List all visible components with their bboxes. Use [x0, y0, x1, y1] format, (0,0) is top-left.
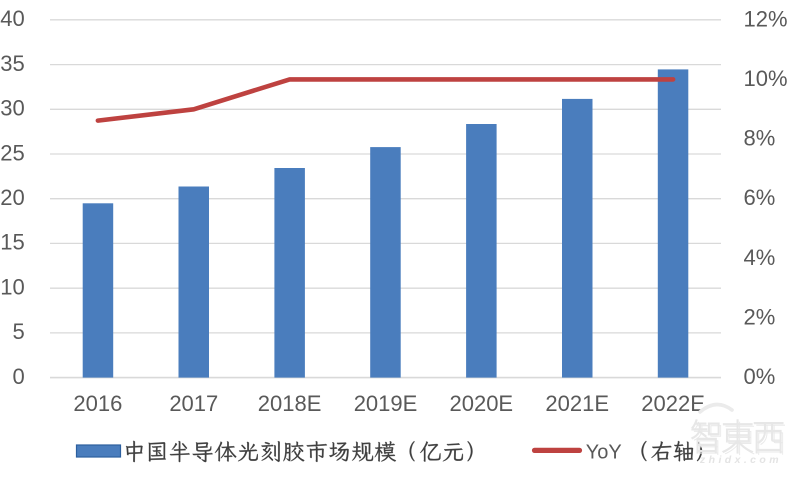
svg-text:2020E: 2020E [449, 391, 513, 416]
svg-text:2019E: 2019E [354, 391, 418, 416]
svg-text:10%: 10% [744, 66, 788, 91]
svg-text:4%: 4% [744, 245, 776, 270]
svg-text:0%: 0% [744, 364, 776, 389]
svg-text:YoY: YoY [586, 441, 622, 463]
svg-text:8%: 8% [744, 126, 776, 151]
svg-text:30: 30 [0, 96, 24, 121]
svg-text:0: 0 [12, 364, 24, 389]
svg-text:2%: 2% [744, 305, 776, 330]
svg-text:35: 35 [0, 51, 24, 76]
svg-text:2018E: 2018E [258, 391, 322, 416]
svg-text:15: 15 [0, 230, 24, 255]
svg-text:40: 40 [0, 6, 24, 31]
svg-text:25: 25 [0, 140, 24, 165]
svg-text:6%: 6% [744, 185, 776, 210]
svg-text:2017: 2017 [169, 391, 218, 416]
svg-text:2022E: 2022E [641, 391, 705, 416]
svg-text:10: 10 [0, 275, 24, 300]
svg-text:5: 5 [12, 319, 24, 344]
svg-text:20: 20 [0, 185, 24, 210]
svg-text:12%: 12% [744, 6, 788, 31]
svg-text:2016: 2016 [73, 391, 122, 416]
svg-text:zhidx.com: zhidx.com [699, 454, 782, 466]
svg-text:2021E: 2021E [545, 391, 609, 416]
